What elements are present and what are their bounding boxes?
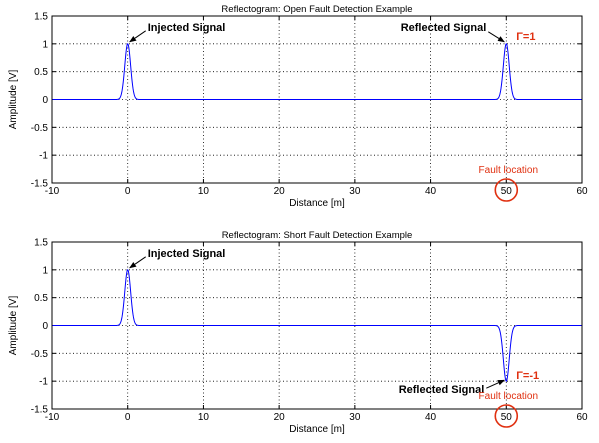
chart-title: Reflectogram: Short Fault Detection Exam…: [222, 230, 413, 241]
y-tick-label: 0: [42, 95, 48, 106]
y-tick-label: -0.5: [31, 123, 49, 134]
plot-frame: [51, 15, 583, 184]
x-tick-label: 10: [198, 412, 210, 423]
chart-panel-2: Reflectogram: Short Fault Detection Exam…: [8, 230, 588, 435]
x-axis-label: Distance [m]: [289, 198, 345, 209]
plot-frame: [51, 241, 583, 410]
x-tick-label: 10: [198, 186, 210, 197]
injected-signal-label: Injected Signal: [148, 248, 226, 260]
x-tick-label: 50: [501, 186, 513, 197]
x-axis-label: Distance [m]: [289, 424, 345, 435]
signal-series-line: [52, 43, 582, 100]
fault-location-label: Fault location: [479, 165, 538, 176]
chart-panel-1: Reflectogram: Open Fault Detection Examp…: [8, 4, 588, 209]
x-tick-label: -10: [45, 412, 60, 423]
y-tick-label: -1: [39, 151, 48, 162]
fault-location-circle: [494, 178, 519, 202]
injected-signal-label: Injected Signal: [148, 22, 226, 34]
reflected-signal-arrow: [486, 379, 505, 389]
reflection-coefficient-label: Γ=1: [516, 31, 535, 43]
y-tick-label: -1.5: [31, 405, 49, 416]
reflected-signal-label: Reflected Signal: [401, 22, 487, 34]
fault-location-label: Fault location: [479, 391, 538, 402]
y-tick-label: -0.5: [31, 349, 49, 360]
x-tick-label: 20: [274, 412, 286, 423]
x-tick-label: 30: [349, 186, 361, 197]
chart-title: Reflectogram: Open Fault Detection Examp…: [221, 4, 412, 15]
injected-signal-arrow: [129, 256, 146, 269]
y-tick-label: 0.5: [34, 293, 48, 304]
y-tick-label: 1.5: [34, 238, 48, 249]
reflected-signal-label: Reflected Signal: [399, 384, 485, 396]
x-tick-label: 50: [501, 412, 513, 423]
y-tick-label: -1: [39, 377, 48, 388]
x-tick-label: 0: [125, 412, 131, 423]
y-axis-label: Amplitude [V]: [8, 70, 19, 130]
x-tick-label: 60: [576, 412, 588, 423]
signal-series-line: [52, 269, 582, 382]
x-tick-label: 20: [274, 186, 286, 197]
reflection-coefficient-label: Γ=-1: [516, 370, 539, 382]
x-tick-label: 40: [425, 412, 437, 423]
fault-location-circle: [494, 404, 519, 428]
y-tick-label: 1: [42, 39, 48, 50]
y-tick-label: 0: [42, 321, 48, 332]
y-axis-label: Amplitude [V]: [8, 296, 19, 356]
x-tick-label: 0: [125, 186, 131, 197]
injected-signal-arrow: [129, 30, 146, 43]
y-tick-label: -1.5: [31, 179, 49, 190]
x-tick-label: -10: [45, 186, 60, 197]
y-tick-label: 1: [42, 265, 48, 276]
y-tick-label: 0.5: [34, 67, 48, 78]
x-tick-label: 60: [576, 186, 588, 197]
y-tick-label: 1.5: [34, 12, 48, 23]
x-tick-label: 30: [349, 412, 361, 423]
x-tick-label: 40: [425, 186, 437, 197]
reflected-signal-arrow: [488, 31, 505, 43]
